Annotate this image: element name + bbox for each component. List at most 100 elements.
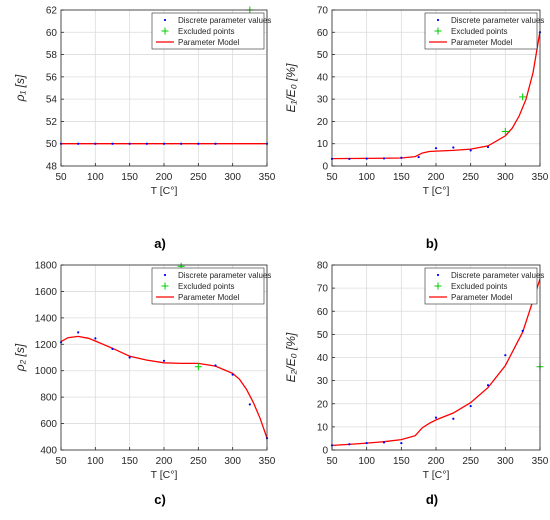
data-layer (332, 31, 540, 160)
legend-entry-label: Excluded points (178, 27, 234, 36)
axes-box (60, 9, 268, 167)
legend-swatch-dot (163, 273, 167, 277)
data-point-discrete (162, 142, 166, 145)
legend-entry-label: Parameter Model (451, 38, 513, 47)
x-tick-label: 50 (326, 456, 338, 467)
data-point-discrete (452, 417, 455, 420)
series-line-parameter-model (61, 335, 267, 439)
data-point-excluded (501, 127, 509, 135)
data-point-discrete (469, 404, 472, 408)
chart-panel-1: 50 100 150 200 250 300 3504850525456586062Disc… (13, 6, 276, 252)
x-tick-label: 200 (156, 456, 173, 467)
y-tick-label: 20 (317, 117, 329, 128)
data-point-discrete (486, 145, 490, 149)
axes-box (60, 264, 268, 451)
data-point-discrete (94, 337, 97, 340)
legend: Discrete parameter values Excluded points… (424, 12, 544, 50)
x-tick-label: 100 (358, 456, 375, 467)
x-tick-label: 100 (87, 456, 104, 467)
data-point-discrete (111, 347, 114, 351)
x-tick-label: 150 (121, 172, 138, 183)
x-tick-label: 150 (393, 456, 410, 467)
y-axis-label: E₁/E₀ [%] (284, 63, 298, 113)
y-tick-label: 20 (317, 399, 329, 410)
data-point-discrete (77, 331, 80, 334)
series-line-parameter-model (332, 31, 540, 160)
data-point-discrete (382, 441, 386, 444)
chart-panel-4: 50 100 150 200 250 300 350 0 10 20 30 40 50 60 70 80 Dis… (284, 261, 549, 508)
axes-box (331, 264, 541, 451)
x-tick-label: 350 (532, 172, 549, 183)
x-tick-label: 350 (532, 456, 549, 467)
panel-caption: d) (426, 492, 438, 507)
chart-panel-3: 50 100 150 200 250 300 350 400 600 800 1000 1200 140… (13, 261, 276, 508)
data-point-discrete (128, 142, 131, 145)
y-axis-label: ρ₂ [s] (13, 343, 27, 372)
data-point-discrete (365, 441, 368, 445)
y-tick-label: 70 (317, 284, 329, 295)
data-point-discrete (180, 142, 183, 145)
panel-caption: a) (154, 236, 166, 251)
x-tick-label: 350 (259, 456, 276, 467)
legend-entry-label: Excluded points (178, 282, 234, 291)
legend-swatch-dot (436, 18, 440, 22)
data-point-discrete (77, 142, 80, 145)
legend-entry-label: Discrete parameter values (451, 16, 544, 25)
y-tick-label: 40 (317, 72, 329, 83)
data-point-discrete (214, 364, 217, 367)
x-tick-label: 150 (121, 456, 138, 467)
x-tick-label: 50 (326, 172, 338, 183)
data-point-discrete (348, 443, 351, 446)
legend-entry-label: Parameter Model (178, 293, 240, 302)
x-tick-label: 350 (259, 172, 276, 183)
legend: Discrete parameter values Excluded points… (151, 267, 271, 305)
data-layer (332, 278, 540, 447)
data-point-discrete (504, 354, 507, 357)
data-point-excluded (194, 363, 202, 371)
legend-entry-label: Parameter Model (178, 38, 240, 47)
y-tick-label: 400 (40, 446, 57, 457)
data-point-discrete (111, 142, 114, 145)
legend-box (424, 12, 538, 50)
legend-box (151, 267, 265, 305)
y-tick-label: 30 (317, 95, 329, 106)
x-tick-label: 300 (497, 172, 514, 183)
x-tick-label: 300 (224, 456, 241, 467)
legend-box (151, 12, 265, 50)
legend-swatch-dot (163, 18, 167, 22)
y-tick-label: 600 (40, 419, 57, 430)
x-axis-label: T [C°] (423, 185, 450, 197)
axes-box (331, 9, 541, 167)
x-tick-label: 200 (156, 172, 173, 183)
y-tick-label: 0 (322, 446, 328, 457)
x-tick-label: 50 (55, 172, 67, 183)
legend-swatch-dot (436, 273, 440, 277)
y-tick-label: 58 (46, 50, 58, 61)
x-tick-label: 250 (190, 172, 207, 183)
legend-entry-label: Excluded points (451, 27, 507, 36)
data-point-discrete (365, 157, 368, 160)
data-point-discrete (486, 384, 490, 387)
x-tick-label: 300 (224, 172, 241, 183)
series-line-parameter-model (332, 278, 540, 447)
y-tick-label: 0 (322, 162, 328, 173)
data-point-discrete (434, 147, 438, 150)
legend-entry-label: Discrete parameter values (451, 271, 544, 280)
legend: Discrete parameter values Excluded points… (151, 12, 271, 50)
y-tick-label: 800 (40, 393, 57, 404)
legend-box (424, 267, 538, 305)
y-tick-label: 62 (46, 6, 58, 17)
data-point-discrete (128, 356, 131, 359)
x-tick-label: 200 (428, 456, 445, 467)
y-tick-label: 54 (46, 95, 58, 106)
x-tick-label: 300 (497, 456, 514, 467)
x-tick-label: 250 (462, 172, 479, 183)
y-tick-label: 60 (317, 28, 329, 39)
x-tick-label: 50 (55, 456, 67, 467)
x-tick-label: 200 (428, 172, 445, 183)
legend-entry-label: Excluded points (451, 282, 507, 291)
chart-panel-2: 50 100 150 200 250 300 350 0 10 20 30 40 50 60 70 Discr… (284, 6, 549, 252)
x-tick-label: 250 (462, 456, 479, 467)
x-tick-label: 100 (87, 172, 104, 183)
